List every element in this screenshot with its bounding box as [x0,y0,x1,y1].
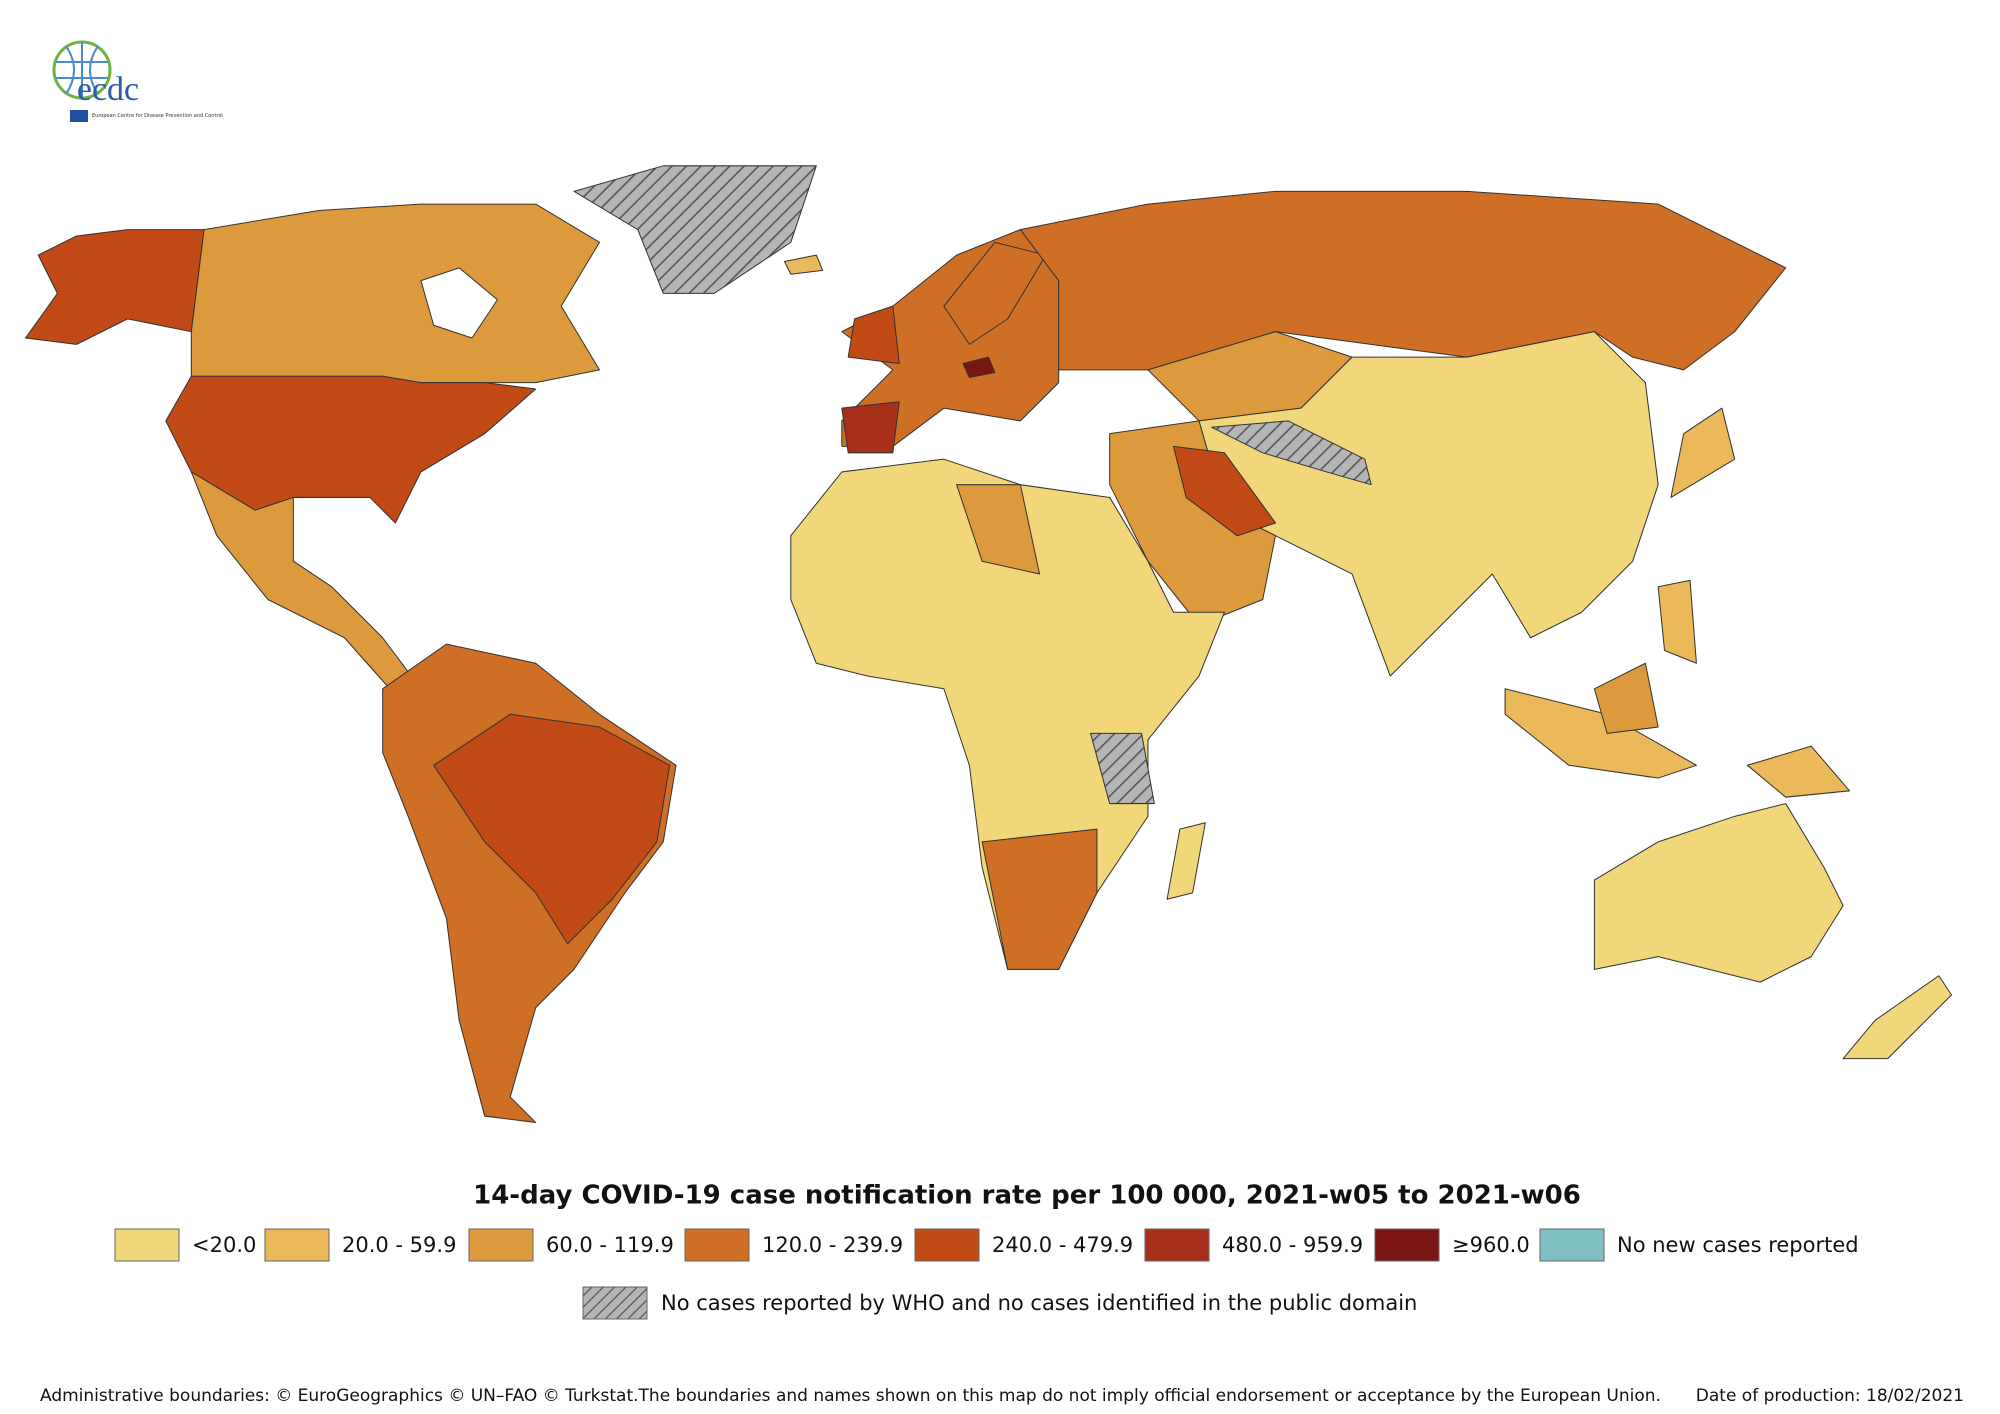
legend-swatch [1539,1228,1605,1262]
logo-subtitle: European Centre for Disease Prevention a… [92,113,223,119]
legend-swatch [684,1228,750,1262]
logo-text: ecdc [77,71,139,108]
hudson-bay [420,267,498,339]
legend-swatch [264,1228,330,1262]
papua [1746,745,1850,798]
legend: <20.0 20.0 - 59.9 60.0 - 119.9 120.0 - 239.… [114,1228,1859,1262]
legend-label: 480.0 - 959.9 [1222,1233,1363,1257]
legend-swatch [114,1228,180,1262]
mexico-central-america [190,471,422,696]
legend-label: 240.0 - 479.9 [992,1233,1133,1257]
logo: ecdc European Centre for Disease Prevent… [52,40,223,122]
production-date: Date of production: 18/02/2021 [1696,1386,1964,1406]
madagascar [1166,822,1206,900]
logo-grid [56,42,108,98]
legend-label: 20.0 - 59.9 [342,1233,456,1257]
russia [1019,190,1787,371]
japan [1670,407,1736,498]
libya [956,484,1041,575]
legend-label: ≥960.0 [1452,1233,1530,1257]
legend-label: <20.0 [192,1233,256,1257]
eu-flag [70,110,88,122]
greenland [573,165,817,294]
tanzania [1090,732,1155,805]
scandinavia [943,241,1047,345]
spain-portugal [841,401,900,454]
iran [1172,445,1277,537]
philippines [1657,579,1697,664]
legend-title: 14-day COVID-19 case notification rate p… [473,1181,1581,1211]
czechia [962,356,996,379]
credits: Administrative boundaries: © EuroGeograp… [40,1386,1661,1406]
africa [790,458,1225,970]
legend-label: 60.0 - 119.9 [546,1233,674,1257]
world-map [24,165,1953,1123]
legend-label: 120.0 - 239.9 [762,1233,903,1257]
iceland [783,254,824,275]
new-zealand [1842,975,1953,1060]
brazil [433,713,671,945]
australia [1593,803,1844,983]
asia [1198,331,1659,677]
canada [190,203,600,384]
central-asia-no-data [1211,420,1372,486]
legend-label: No new cases reported [1617,1233,1859,1257]
southern-africa [981,828,1098,970]
legend-swatch [914,1228,980,1262]
uk [847,305,900,365]
alaska [24,229,205,345]
legend-swatch [468,1228,534,1262]
legend-swatch [1374,1228,1440,1262]
no-data-label: No cases reported by WHO and no cases id… [661,1291,1417,1315]
legend-swatch [1144,1228,1210,1262]
borneo [1593,662,1659,734]
no-data-swatch [582,1286,648,1320]
